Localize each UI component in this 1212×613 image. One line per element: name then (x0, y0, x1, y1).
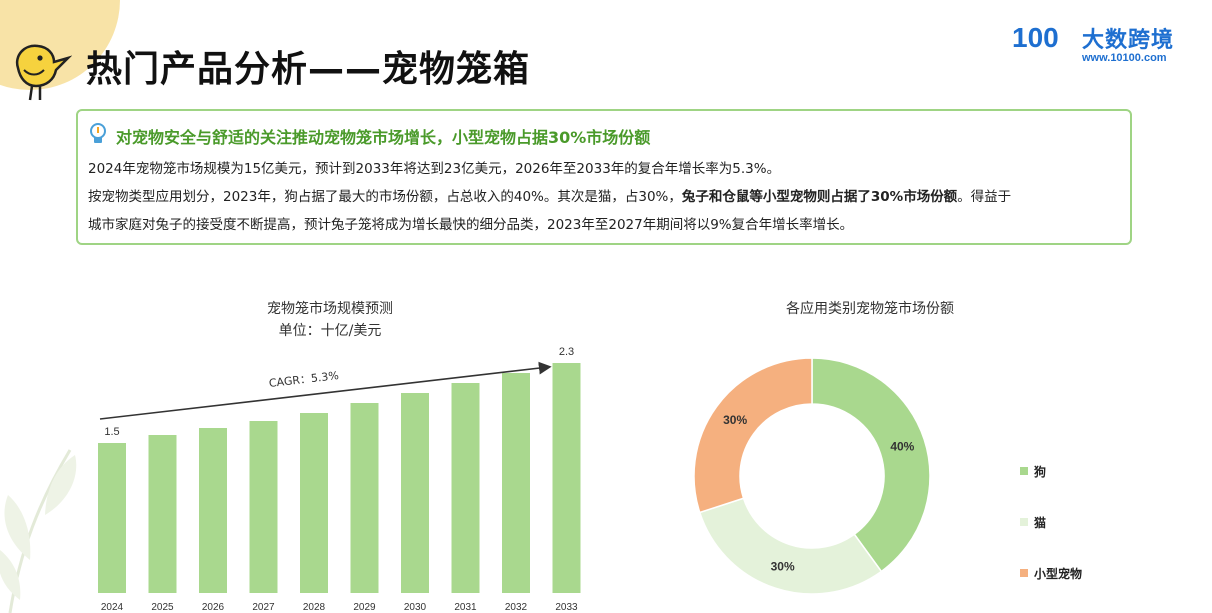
leaf-decoration-icon (0, 449, 77, 613)
bar-value-label: 1.5 (104, 426, 119, 438)
x-tick-label: 2031 (454, 602, 477, 613)
bar-value-label: 2.3 (559, 346, 574, 358)
x-tick-label: 2028 (303, 602, 326, 613)
slice-value-label: 30% (723, 413, 747, 427)
legend-label-small-pet: 小型宠物 (1034, 567, 1083, 581)
summary-line-2: 按宠物类型应用划分，2023年，狗占据了最大的市场份额，占总收入的40%。其次是… (88, 185, 1011, 205)
bar-2032 (502, 373, 530, 593)
legend-item-dog: 狗 (1020, 463, 1047, 480)
legend-swatch-dog (1020, 467, 1028, 475)
summary-line-1: 2024年宠物笼市场规模为15亿美元，预计到2033年将达到23亿美元，2026… (88, 161, 781, 177)
x-tick-label: 2029 (353, 602, 376, 613)
x-tick-label: 2026 (202, 602, 225, 613)
page-title: 热门产品分析——宠物笼箱 (86, 49, 531, 90)
legend-item-small-pet: 小型宠物 (1020, 565, 1083, 582)
bar-2028 (300, 413, 328, 593)
brand-logo: 100 大数跨境 www.10100.com (1012, 20, 1192, 70)
bar-2033 (552, 363, 581, 593)
bar-chart-title: 宠物笼市场规模预测 (267, 301, 393, 317)
logo-url: www.10100.com (1082, 52, 1167, 64)
donut-slice-0 (811, 357, 931, 573)
legend-swatch-small-pet (1020, 569, 1028, 577)
lightbulb-icon (90, 123, 106, 143)
x-tick-label: 2033 (555, 602, 578, 613)
summary-line-2-post: 。得益于 (957, 189, 1012, 205)
x-tick-label: 2027 (252, 602, 275, 613)
bar-chart-subtitle: 单位：十亿/美元 (278, 323, 382, 339)
summary-box: 对宠物安全与舒适的关注推动宠物笼市场增长，小型宠物占据30%市场份额 2024年… (76, 109, 1132, 245)
bar-2030 (401, 393, 429, 593)
x-tick-label: 2030 (404, 602, 427, 613)
logo-name: 大数跨境 (1082, 28, 1175, 53)
donut-slice-1 (698, 497, 883, 595)
pie-chart-title: 各应用类别宠物笼市场份额 (786, 301, 954, 317)
summary-line-2-bold: 兔子和仓鼠等小型宠物则占据了30%市场份额 (681, 189, 958, 205)
bar-2025 (148, 435, 177, 593)
summary-line-2-pre: 按宠物类型应用划分，2023年，狗占据了最大的市场份额，占总收入的40%。其次是… (88, 189, 682, 205)
bar-2031 (451, 383, 480, 593)
bird-mascot-icon (15, 44, 72, 101)
x-tick-label: 2032 (505, 602, 528, 613)
legend-label-dog: 狗 (1034, 465, 1047, 479)
x-tick-label: 2024 (101, 602, 124, 613)
cagr-arrow (99, 361, 552, 420)
cagr-label: CAGR：5.3% (268, 369, 339, 390)
bar-2026 (199, 428, 227, 593)
bar-chart: 2024 1.5 2025 2026 2027 2028 2029 2030 2031 2032 2… (98, 346, 581, 613)
legend-swatch-cat (1020, 518, 1028, 526)
slice-value-label: 30% (771, 559, 795, 573)
legend-item-cat: 猫 (1020, 514, 1047, 531)
summary-headline: 对宠物安全与舒适的关注推动宠物笼市场增长，小型宠物占据30%市场份额 (116, 128, 651, 147)
bar-2027 (249, 421, 278, 593)
bar-2029 (350, 403, 379, 593)
slice-value-label: 40% (890, 440, 914, 454)
bar-2024 (98, 443, 126, 593)
logo-mark: 100 (1012, 22, 1059, 53)
pie-chart: 40% 30% 30% (693, 357, 931, 595)
legend-label-cat: 猫 (1034, 516, 1047, 530)
x-tick-label: 2025 (151, 602, 174, 613)
donut-slice-2 (693, 357, 813, 514)
summary-line-3: 城市家庭对兔子的接受度不断提高，预计兔子笼将成为增长最快的细分品类，2023年至… (88, 217, 854, 233)
